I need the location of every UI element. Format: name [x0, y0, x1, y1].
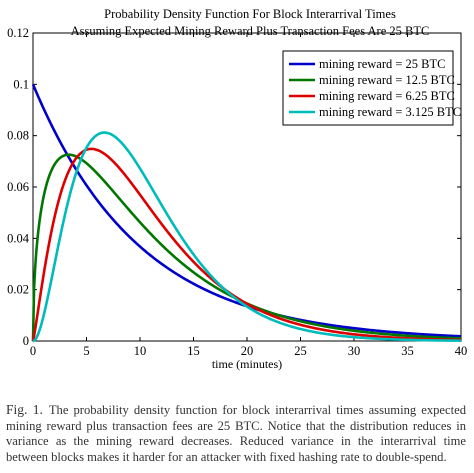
x-tick-label: 30	[348, 344, 361, 358]
series-lines	[31, 83, 462, 343]
series-line-3	[31, 147, 462, 342]
chart-title: Probability Density Function For Block I…	[71, 7, 430, 38]
legend: mining reward = 25 BTC mining reward = 12…	[282, 50, 461, 126]
caption-text: The probability density function for blo…	[6, 403, 466, 464]
x-axis-label: time (minutes)	[212, 357, 282, 371]
y-tick-label: 0.1	[13, 77, 29, 91]
legend-label-3: mining reward = 6.25 BTC	[319, 89, 455, 103]
chart-title-line-2: Assuming Expected Mining Reward Plus Tra…	[71, 24, 430, 38]
x-tick-label: 0	[30, 344, 36, 358]
legend-label-1: mining reward = 25 BTC	[319, 57, 445, 71]
axis-ticks: 0 5 10 15 20 25 30 35 40 0 0.02 0.04 0.06 0.08 0.1 0.12	[7, 26, 467, 358]
y-tick-label: 0.06	[7, 180, 29, 194]
y-tick-label: 0.08	[7, 129, 29, 143]
series-line-4	[32, 131, 462, 343]
x-tick-label: 10	[134, 344, 147, 358]
y-tick-label: 0.12	[7, 26, 29, 40]
y-tick-label: 0.02	[7, 283, 29, 297]
y-tick-label: 0	[23, 334, 29, 348]
x-tick-label: 25	[294, 344, 307, 358]
series-line-2	[31, 153, 462, 342]
chart-title-line-1: Probability Density Function For Block I…	[104, 7, 396, 21]
x-tick-label: 35	[401, 344, 414, 358]
caption-label: Fig. 1.	[6, 402, 43, 417]
legend-label-2: mining reward = 12.5 BTC	[319, 73, 455, 87]
x-tick-label: 40	[455, 344, 468, 358]
x-tick-label: 15	[187, 344, 200, 358]
y-tick-label: 0.04	[7, 231, 30, 245]
x-tick-label: 20	[241, 344, 254, 358]
x-tick-label: 5	[83, 344, 89, 358]
chart: Probability Density Function For Block I…	[7, 7, 467, 371]
legend-label-4: mining reward = 3.125 BTC	[319, 105, 461, 119]
figure-caption: Fig. 1. The probability density function …	[6, 402, 466, 465]
